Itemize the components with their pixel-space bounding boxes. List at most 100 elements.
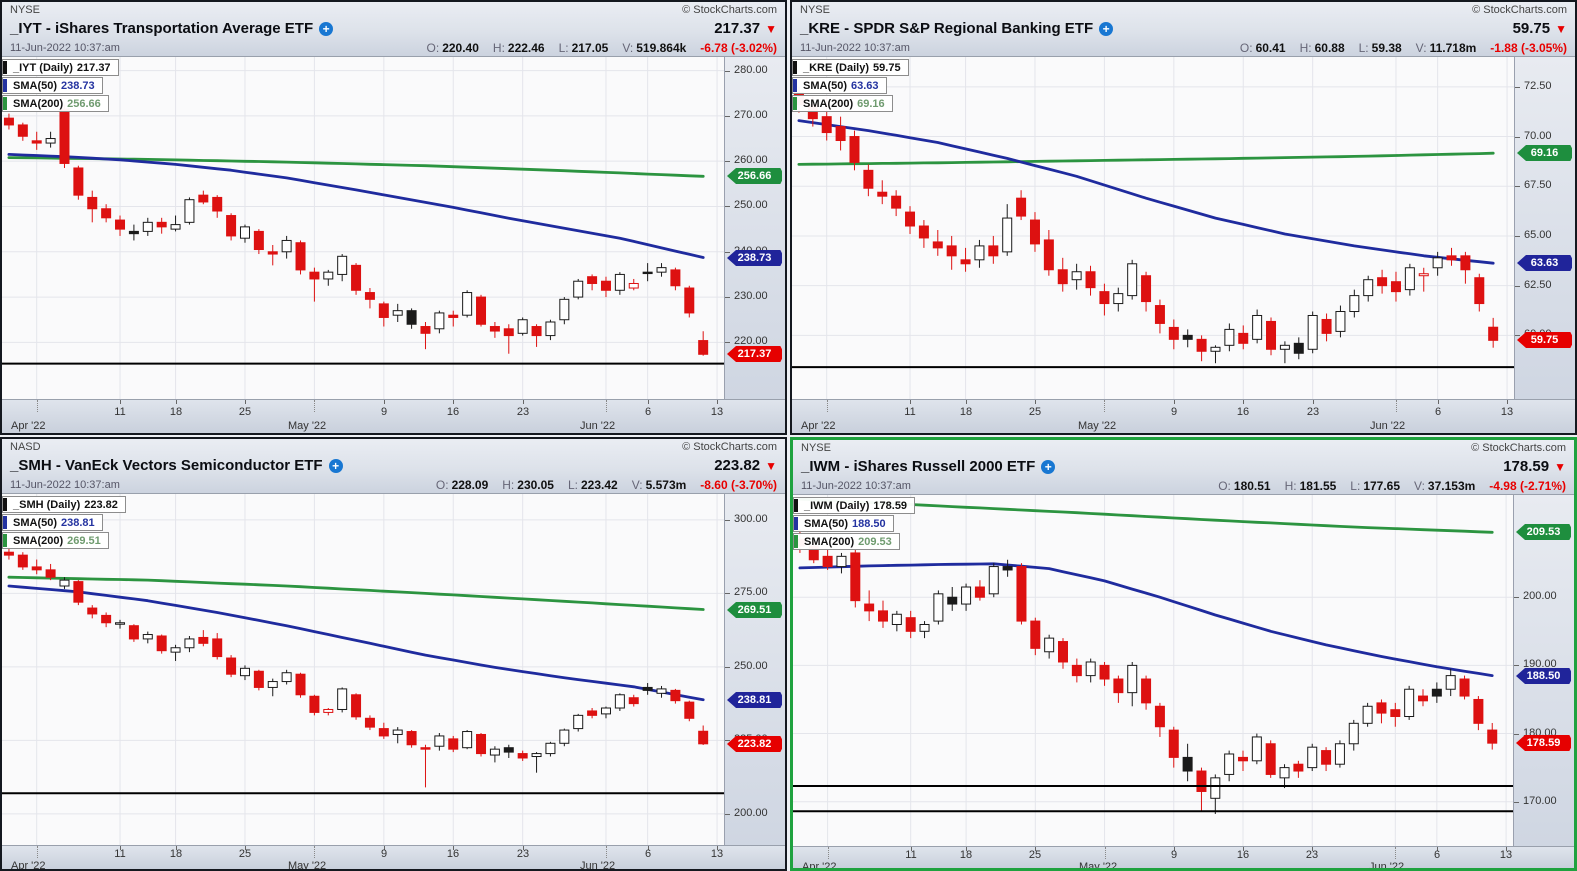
symbol-title: _IWM - iShares Russell 2000 ETF [801,457,1036,475]
price-tick [725,252,730,253]
price-tick-label: 250.00 [734,199,768,211]
price-tick-label: 72.50 [1524,80,1552,92]
symbol-title: _KRE - SPDR S&P Regional Banking ETF [800,19,1094,37]
legend-item-sma200: SMA(200) 256.66 [2,95,109,112]
price-plot[interactable]: _IYT (Daily) 217.37 SMA(50) 238.73 SMA(200… [2,57,725,399]
price-swatch-icon [793,61,797,74]
price-tick [725,71,730,72]
date-tick-label: 16 [1236,406,1250,418]
down-arrow-icon: ▼ [1554,459,1566,474]
month-tick [1105,847,1106,859]
price-tick [725,116,730,117]
symbol-title: _IYT - iShares Transportation Average ET… [10,19,314,37]
date-tick-label: 11 [905,849,917,861]
date-tick [1312,847,1313,851]
open-label: O: [1239,41,1253,55]
legend-item-sma50: SMA(50) 63.63 [792,77,887,94]
ohlc-row: O: 60.41 H: 60.88 L: 59.38 V: 11.718m -1.88 … [1226,41,1567,55]
volume-label: V: [622,41,634,55]
legend-item-price: _SMH (Daily) 223.82 [2,496,126,513]
symbol-title: _SMH - VanEck Vectors Semiconductor ETF [10,456,323,474]
date-tick-label: 13 [710,406,724,418]
sma200-swatch-icon [3,97,7,110]
date-tick-label: 6 [1433,849,1441,861]
date-tick-label: 6 [1434,406,1442,418]
open-value: 228.09 [451,478,489,492]
volume-value: 11.718m [1429,41,1477,55]
legend-item-price: _IYT (Daily) 217.37 [2,59,119,76]
chart-legend: _SMH (Daily) 223.82 SMA(50) 238.81 SMA(200… [2,496,126,550]
sma200-swatch-icon [3,534,7,547]
price-axis: 72.5070.0067.5065.0062.5060.0069.1663.63… [1515,57,1575,399]
last-price-tag: 217.37 [727,346,782,362]
date-axis: Apr '22 11 18 25 May '22 9 16 23 Jun '22 6 13 [2,845,785,869]
date-tick [245,846,246,850]
month-label: Jun '22 [1370,420,1406,432]
price-plot[interactable]: _IWM (Daily) 178.59 SMA(50) 188.50 SMA(200… [793,495,1514,846]
date-tick [176,400,177,404]
date-tick [966,400,967,404]
date-tick [910,400,911,404]
ohlc-row: O: 180.51 H: 181.55 L: 177.65 V: 37.153m -4.… [1204,479,1566,493]
price-tick-label: 200.00 [1523,590,1557,602]
last-price-tag: 178.59 [1516,735,1571,751]
add-symbol-icon[interactable]: + [328,458,343,473]
date-tick [120,846,121,850]
exchange-label: NYSE [10,4,40,16]
date-tick [1437,847,1438,851]
price-tick [1515,137,1520,138]
sma200-swatch-icon [793,97,797,110]
date-tick [523,400,524,404]
high-value: 230.05 [517,478,554,492]
change-value: -1.88 (-3.05%) [1490,41,1567,55]
price-tick-label: 190.00 [1523,658,1557,670]
date-tick-label: 9 [1170,406,1178,418]
price-tick [1515,236,1520,237]
sma200-swatch-icon [794,535,798,548]
sma200-price-tag: 269.51 [727,602,782,618]
date-tick [1035,400,1036,404]
price-tick-label: 280.00 [734,64,768,76]
change-value: -8.60 (-3.70%) [700,478,777,492]
price-plot[interactable]: _SMH (Daily) 223.82 SMA(50) 238.81 SMA(200… [2,494,725,845]
price-tick-label: 70.00 [1524,130,1552,142]
legend-item-price: _KRE (Daily) 59.75 [792,59,909,76]
price-tick-label: 200.00 [734,807,768,819]
sma200-price-tag: 256.66 [727,168,782,184]
chart-legend: _IWM (Daily) 178.59 SMA(50) 188.50 SMA(200… [793,497,916,551]
price-plot[interactable]: _KRE (Daily) 59.75 SMA(50) 63.63 SMA(200) 6… [792,57,1515,399]
volume-value: 519.864k [636,41,687,55]
exchange-label: NYSE [800,4,830,16]
add-symbol-icon[interactable]: + [319,21,334,36]
legend-item-sma50: SMA(50) 238.81 [2,514,103,531]
add-symbol-icon[interactable]: + [1041,459,1056,474]
date-tick [453,846,454,850]
month-label: May '22 [288,860,327,869]
price-tick-label: 65.00 [1524,229,1552,241]
legend-item-sma50: SMA(50) 188.50 [793,515,894,532]
price-tick [1515,286,1520,287]
price-tick [725,593,730,594]
date-tick [648,400,649,404]
down-arrow-icon: ▼ [765,458,777,473]
volume-value: 37.153m [1427,479,1476,493]
high-label: H: [1299,41,1312,55]
date-tick-label: 23 [516,406,530,418]
volume-label: V: [1414,479,1425,493]
high-label: H: [1284,479,1297,493]
date-tick-label: 18 [959,406,973,418]
high-label: H: [492,41,505,55]
add-symbol-icon[interactable]: + [1099,21,1114,36]
month-label: Apr '22 [11,420,46,432]
date-tick-label: 11 [114,848,126,860]
volume-value: 5.573m [645,478,687,492]
month-tick [1104,400,1105,412]
date-tick [717,400,718,404]
date-tick [120,400,121,404]
last-price: 217.37 [714,20,761,37]
date-tick [245,400,246,404]
month-label: Apr '22 [801,420,836,432]
high-value: 222.46 [507,41,545,55]
high-label: H: [502,478,515,492]
date-tick-label: 23 [1305,849,1319,861]
